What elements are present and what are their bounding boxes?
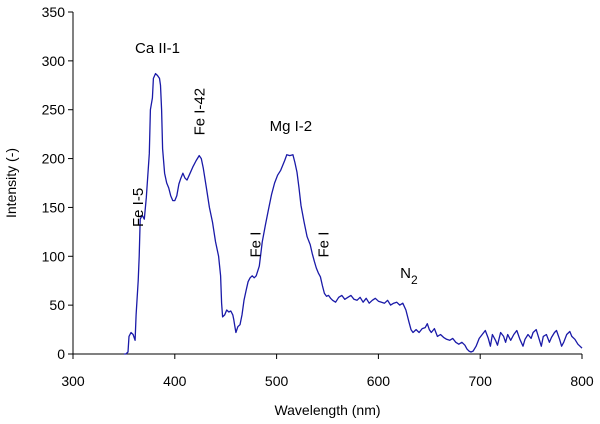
x-tick-label: 400 xyxy=(163,373,187,389)
peak-annotation: Fe I-5 xyxy=(130,188,147,227)
y-tick-label: 350 xyxy=(42,4,66,20)
peak-annotation: Mg I-2 xyxy=(270,118,313,135)
peak-annotation: Fe I xyxy=(247,232,264,258)
x-tick-label: 500 xyxy=(265,373,289,389)
y-tick-label: 100 xyxy=(42,248,66,264)
annotations: Ca II-1 Fe I-42 Fe I-5 Mg I-2 Fe I Fe I N2 xyxy=(130,40,418,287)
peak-annotation: Ca II-1 xyxy=(135,40,180,57)
y-axis-ticks: 0 50 100 150 200 250 300 350 xyxy=(42,4,73,362)
y-tick-label: 50 xyxy=(49,297,65,313)
y-tick-label: 250 xyxy=(42,102,66,118)
y-tick-label: 0 xyxy=(57,346,65,362)
peak-annotation: Fe I-42 xyxy=(191,88,208,136)
peak-annotation: Fe I xyxy=(316,232,333,258)
axes xyxy=(72,12,582,355)
x-tick-label: 600 xyxy=(367,373,391,389)
spectrum-line xyxy=(123,72,583,355)
y-tick-label: 150 xyxy=(42,199,66,215)
x-axis-label: Wavelength (nm) xyxy=(274,402,380,418)
x-axis-ticks: 300 400 500 600 700 800 xyxy=(61,354,594,389)
x-tick-label: 800 xyxy=(570,373,594,389)
x-tick-label: 300 xyxy=(61,373,85,389)
peak-annotation: N2 xyxy=(400,265,418,287)
y-tick-label: 300 xyxy=(42,53,66,69)
y-tick-label: 200 xyxy=(42,151,66,167)
x-tick-label: 700 xyxy=(469,373,493,389)
y-axis-label: Intensity (-) xyxy=(3,148,19,218)
